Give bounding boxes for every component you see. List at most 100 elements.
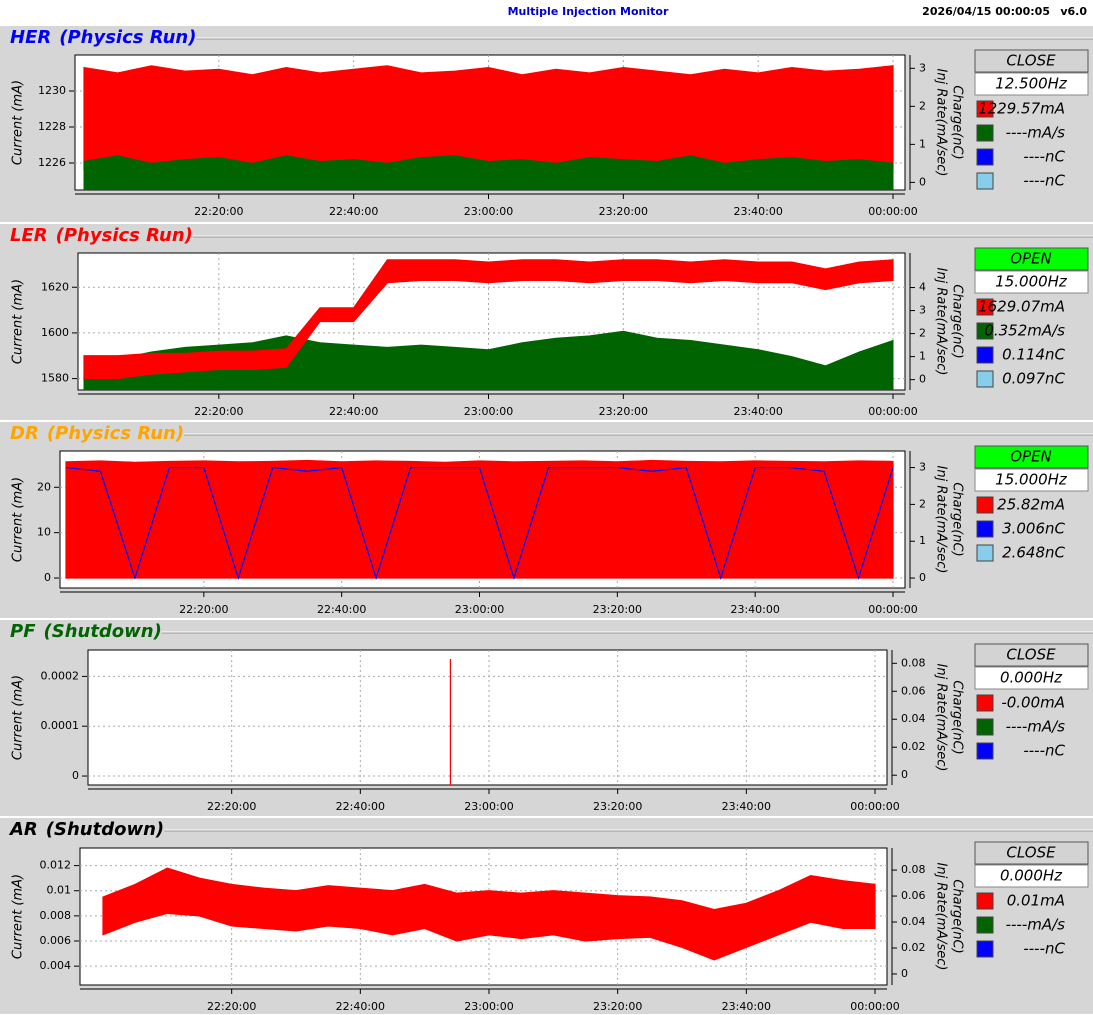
panel-status: (Physics Run) [47, 423, 184, 444]
y2-tick-label: 2 [919, 497, 926, 510]
readout-swatch [976, 940, 994, 958]
x-tick-label: 22:20:00 [207, 800, 256, 813]
frequency-box [974, 864, 1089, 888]
y-tick-label: 0.004 [40, 959, 72, 972]
y-axis-label: Current (mA) [11, 80, 26, 165]
y-tick-label: 1228 [38, 120, 66, 133]
x-tick-label: 22:40:00 [336, 1000, 385, 1013]
y2-axis-label: Charge(nC) [950, 879, 965, 953]
readout-value: ----nC [1023, 742, 1065, 760]
y2-tick-label: 0.04 [901, 915, 926, 928]
y2-tick-label: 2 [919, 327, 926, 340]
y2-tick-label: 3 [919, 461, 926, 474]
x-tick-label: 23:40:00 [733, 405, 782, 418]
gate-label: CLOSE [1006, 52, 1056, 70]
readout-value: 0.352mA/s [984, 322, 1065, 340]
frequency: 12.500Hz [995, 75, 1068, 93]
gate-label: OPEN [1010, 250, 1052, 268]
y2-tick-label: 0.04 [901, 712, 926, 725]
y2-axis-label: Inj Rate(mA/sec) [934, 863, 949, 971]
y2-tick-label: 2 [919, 99, 926, 112]
y-tick-label: 20 [37, 480, 51, 493]
y-axis-label: Current (mA) [11, 477, 26, 562]
x-tick-label: 23:00:00 [464, 1000, 513, 1013]
y-tick-label: 0 [44, 571, 51, 584]
y2-tick-label: 0.08 [901, 656, 926, 669]
x-tick-label: 00:00:00 [850, 1000, 899, 1013]
readout-swatch [976, 742, 994, 760]
readout-swatch [976, 520, 994, 538]
series-band [102, 867, 876, 961]
plot-area [87, 649, 888, 786]
series-band [83, 65, 894, 173]
readout-value: 2.648nC [1002, 544, 1065, 562]
y2-tick-label: 0 [919, 373, 926, 386]
y-axis-label: Current (mA) [11, 279, 26, 364]
x-tick-label: 22:20:00 [194, 205, 243, 218]
x-tick-label: 23:40:00 [730, 603, 779, 616]
panel-title: AR (Shutdown) [8, 819, 164, 840]
frequency-box [974, 72, 1089, 96]
x-tick-label: 22:40:00 [329, 405, 378, 418]
readout-value: ----mA/s [1006, 124, 1066, 142]
series-area [83, 330, 894, 390]
y-tick-label: 1620 [41, 280, 69, 293]
panel-title: DR (Physics Run) [10, 423, 184, 444]
y-tick-label: 0.0002 [41, 669, 80, 682]
frequency: 15.000Hz [995, 471, 1068, 489]
series-line [65, 466, 894, 581]
header-timestamp: 2026/04/15 00:00:05 [922, 5, 1050, 18]
y-tick-label: 1600 [41, 326, 69, 339]
x-tick-label: 00:00:00 [868, 405, 917, 418]
readout-swatch [976, 370, 994, 388]
x-tick-label: 23:20:00 [593, 1000, 642, 1013]
readout-swatch [976, 544, 994, 562]
readout-value: 25.82mA [997, 496, 1065, 514]
y2-tick-label: 0.08 [901, 863, 926, 876]
y2-axis-label: Charge(nC) [950, 482, 965, 556]
readout-value: 0.097nC [1002, 370, 1065, 388]
readout-swatch [976, 718, 994, 736]
readout-value: -0.00mA [1001, 694, 1065, 712]
x-tick-label: 23:00:00 [464, 405, 513, 418]
y-tick-label: 1226 [38, 156, 66, 169]
y2-tick-label: 0.06 [901, 889, 926, 902]
x-tick-label: 23:00:00 [464, 205, 513, 218]
y2-tick-label: 0.06 [901, 684, 926, 697]
y2-tick-label: 0.02 [901, 941, 926, 954]
panel-name: DR [10, 423, 39, 444]
series-band [65, 459, 894, 579]
y-tick-label: 0.006 [40, 934, 72, 947]
frequency: 15.000Hz [995, 273, 1068, 291]
panel-title: PF (Shutdown) [10, 621, 162, 642]
panel-name: PF [10, 621, 36, 642]
y-tick-label: 10 [37, 526, 51, 539]
panel-title: HER (Physics Run) [10, 27, 196, 48]
x-tick-label: 23:40:00 [722, 800, 771, 813]
readout-swatch [976, 322, 994, 340]
readout-swatch [976, 148, 994, 166]
readout-value: 1229.57mA [978, 100, 1065, 118]
panel-status: (Shutdown) [46, 819, 164, 840]
y2-tick-label: 1 [919, 350, 926, 363]
x-tick-label: 23:00:00 [455, 603, 504, 616]
gate-label: CLOSE [1006, 844, 1056, 862]
header-title: Multiple Injection Monitor [508, 5, 669, 18]
readout-value: 1629.07mA [978, 298, 1065, 316]
x-tick-label: 00:00:00 [868, 603, 917, 616]
readout-value: 3.006nC [1002, 520, 1065, 538]
header-bar [0, 0, 1093, 25]
y-axis-label: Current (mA) [11, 675, 26, 760]
y2-tick-label: 1 [919, 137, 926, 150]
readout-swatch [976, 892, 994, 910]
y2-axis-label: Inj Rate(mA/sec) [934, 466, 949, 574]
readout-swatch [976, 916, 994, 934]
gate-label: OPEN [1010, 448, 1052, 466]
readout-value: ----nC [1023, 940, 1065, 958]
readout-swatch [976, 124, 994, 142]
gate-button [974, 643, 1089, 667]
readout-value: ----mA/s [1006, 718, 1066, 736]
readout-value: ----nC [1023, 148, 1065, 166]
readout-swatch [976, 100, 994, 118]
